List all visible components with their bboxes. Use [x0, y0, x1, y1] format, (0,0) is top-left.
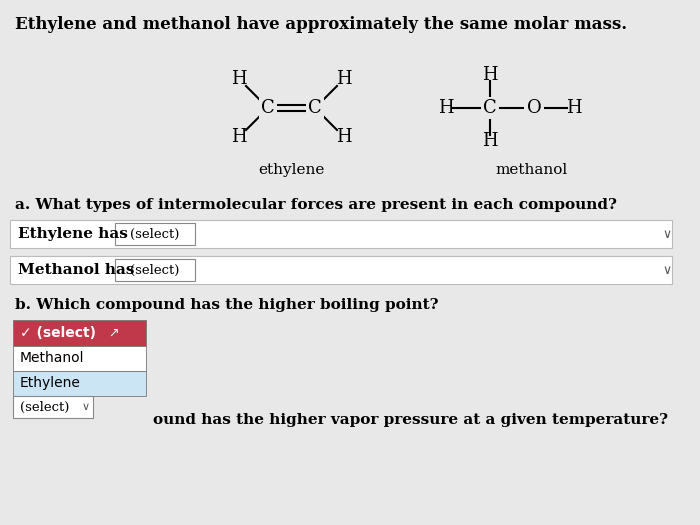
- Text: methanol: methanol: [496, 163, 568, 177]
- Text: b. Which compound has the higher boiling point?: b. Which compound has the higher boiling…: [15, 298, 438, 312]
- Text: ethylene: ethylene: [258, 163, 325, 177]
- Text: C: C: [483, 99, 497, 117]
- Text: ∨: ∨: [82, 402, 90, 412]
- Text: H: H: [482, 132, 498, 150]
- Text: Ethylene and methanol have approximately the same molar mass.: Ethylene and methanol have approximately…: [15, 16, 627, 33]
- Text: a. What types of intermolecular forces are present in each compound?: a. What types of intermolecular forces a…: [15, 198, 617, 212]
- Text: H: H: [231, 128, 247, 146]
- Text: ↗: ↗: [108, 327, 118, 340]
- Text: ✓ (select): ✓ (select): [20, 326, 96, 340]
- Text: (select): (select): [20, 401, 69, 414]
- Text: H: H: [231, 70, 247, 88]
- Bar: [10, 256, 672, 284]
- Text: C: C: [308, 99, 322, 117]
- Text: (select): (select): [130, 227, 180, 240]
- Text: H: H: [336, 70, 352, 88]
- Text: H: H: [438, 99, 454, 117]
- Text: Methanol: Methanol: [20, 351, 85, 365]
- Text: O: O: [526, 99, 541, 117]
- Text: Ethylene has: Ethylene has: [18, 227, 128, 241]
- Text: Ethylene: Ethylene: [20, 376, 81, 390]
- Text: H: H: [336, 128, 352, 146]
- Text: H: H: [566, 99, 582, 117]
- Bar: [115, 259, 195, 281]
- Text: ound has the higher vapor pressure at a given temperature?: ound has the higher vapor pressure at a …: [153, 413, 668, 427]
- Text: ∨: ∨: [662, 227, 671, 240]
- Bar: [13, 346, 146, 371]
- Text: Methanol has: Methanol has: [18, 263, 134, 277]
- Bar: [13, 320, 146, 346]
- Text: (select): (select): [130, 264, 180, 277]
- Bar: [115, 223, 195, 245]
- Bar: [10, 220, 672, 248]
- Text: C: C: [261, 99, 275, 117]
- Bar: [13, 371, 146, 396]
- Text: ∨: ∨: [662, 264, 671, 277]
- Text: H: H: [482, 66, 498, 84]
- Bar: [13, 396, 93, 418]
